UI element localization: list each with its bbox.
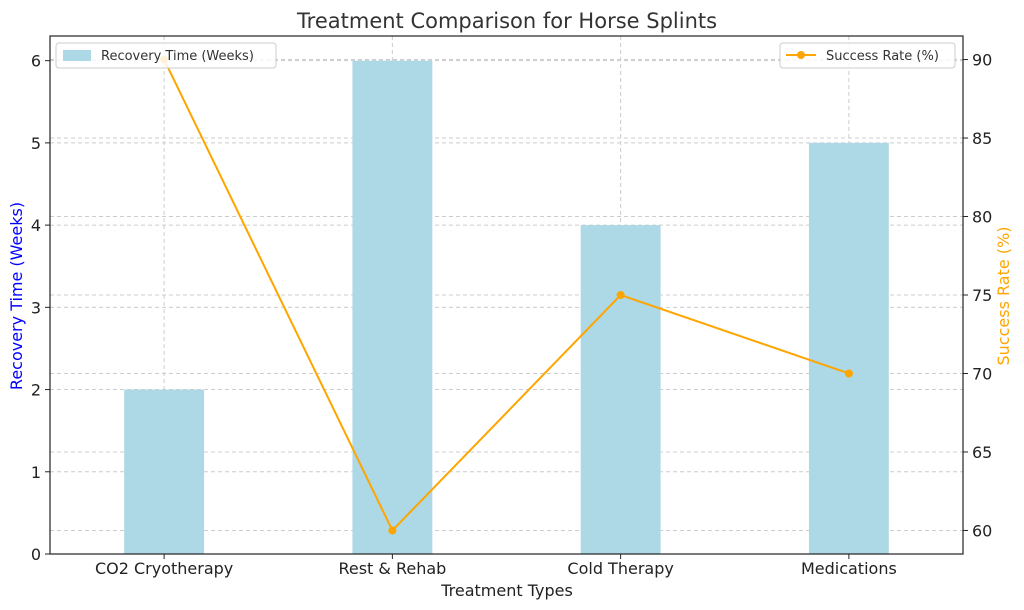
line-path xyxy=(163,59,850,533)
legend-line: Success Rate (%) xyxy=(779,42,956,69)
left-tick-label: 3 xyxy=(31,298,41,317)
right-axis-label: Success Rate (%) xyxy=(994,227,1013,366)
right-tick-label: 70 xyxy=(972,364,992,383)
legend-line-marker xyxy=(797,51,805,59)
legend-bar-swatch xyxy=(63,50,91,61)
left-axis-label: Recovery Time (Weeks) xyxy=(7,202,26,390)
legend-line-label: Success Rate (%) xyxy=(826,49,939,64)
legend-bars: Recovery Time (Weeks) xyxy=(55,42,277,69)
right-tick-label: 80 xyxy=(972,208,992,227)
bar xyxy=(352,60,433,555)
left-tick-label: 2 xyxy=(31,381,41,400)
legend-bar-label: Recovery Time (Weeks) xyxy=(101,49,254,64)
x-tick-label: Cold Therapy xyxy=(567,559,673,578)
right-tick-label: 65 xyxy=(972,443,992,462)
chart-title: Treatment Comparison for Horse Splints xyxy=(296,9,717,33)
legend-line-frame xyxy=(779,42,956,69)
right-tick-label: 90 xyxy=(972,51,992,70)
bar-series xyxy=(124,60,889,555)
left-tick-label: 5 xyxy=(31,134,41,153)
right-axis-ticks: 60 65 70 75 80 85 90 xyxy=(963,51,992,540)
left-tick-label: 4 xyxy=(31,216,41,235)
bar xyxy=(124,389,205,554)
left-tick-label: 1 xyxy=(31,463,41,482)
x-axis-ticks: CO2 Cryotherapy Rest & Rehab Cold Therapy M… xyxy=(95,554,897,578)
left-tick-label: 0 xyxy=(31,545,41,564)
legend-bars-frame xyxy=(55,42,277,69)
x-tick-label: CO2 Cryotherapy xyxy=(95,559,233,578)
line-point xyxy=(388,526,397,535)
left-tick-label: 6 xyxy=(31,52,41,71)
line-point xyxy=(844,369,853,378)
right-tick-label: 85 xyxy=(972,129,992,148)
bar xyxy=(808,142,889,554)
left-axis-ticks: 0 1 2 3 4 5 6 xyxy=(31,52,50,564)
x-tick-label: Rest & Rehab xyxy=(338,559,446,578)
right-tick-label: 75 xyxy=(972,286,992,305)
x-tick-label: Medications xyxy=(801,559,897,578)
right-tick-label: 60 xyxy=(972,521,992,540)
x-axis-label: Treatment Types xyxy=(440,581,573,600)
bar xyxy=(580,225,661,554)
line-point xyxy=(616,291,625,299)
